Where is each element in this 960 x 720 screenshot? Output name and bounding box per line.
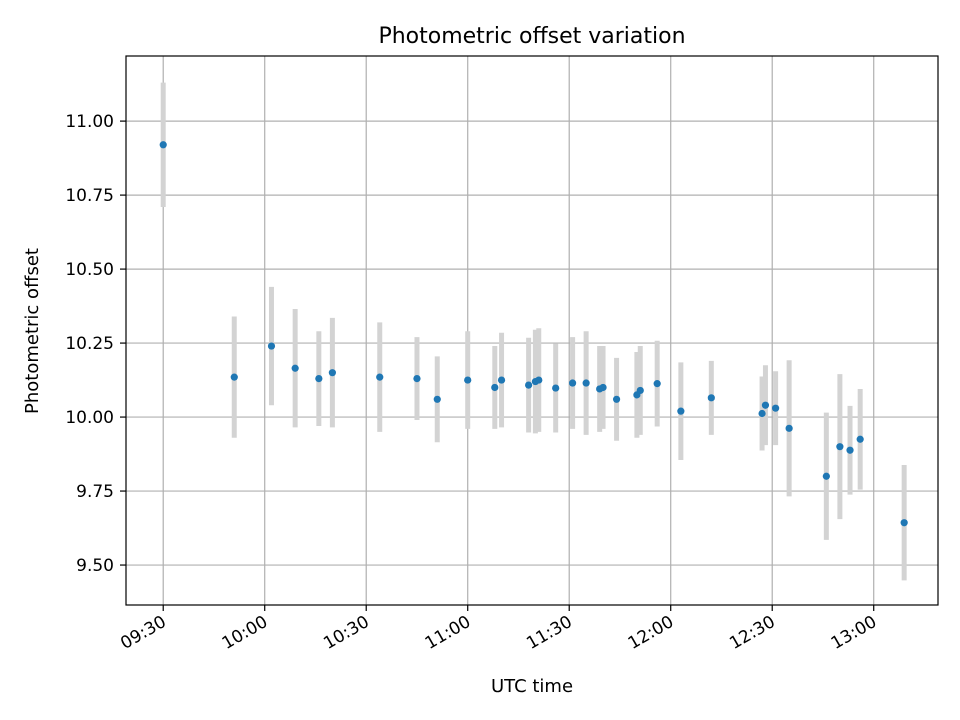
plot-frame: [125, 55, 939, 606]
data-point: [291, 364, 299, 372]
data-points: [159, 141, 908, 527]
data-point: [612, 395, 621, 403]
data-point: [267, 342, 276, 350]
y-tick-label: 10.75: [65, 186, 114, 206]
data-point: [413, 374, 421, 383]
y-tick-label: 10.25: [65, 334, 114, 354]
data-point: [328, 369, 336, 377]
data-point: [315, 374, 323, 383]
data-point: [582, 379, 590, 387]
data-point: [159, 141, 167, 149]
data-point: [569, 379, 577, 387]
y-tick-label: 11.00: [65, 112, 114, 132]
data-point: [433, 395, 441, 403]
data-point: [677, 407, 685, 415]
data-point: [491, 383, 499, 392]
data-point: [785, 424, 793, 432]
data-point: [497, 376, 506, 384]
data-point: [636, 386, 644, 395]
data-point: [758, 409, 766, 418]
y-tick-label: 10.50: [65, 260, 114, 280]
data-point: [900, 519, 908, 527]
data-point: [376, 373, 384, 381]
y-tick-label: 10.00: [65, 408, 114, 428]
x-axis-label: UTC time: [491, 676, 573, 697]
data-point: [822, 472, 830, 480]
data-point: [772, 404, 780, 412]
y-axis-label: Photometric offset: [22, 248, 43, 414]
data-point: [599, 383, 607, 392]
data-point: [653, 380, 661, 388]
data-point: [552, 384, 560, 392]
data-point: [230, 373, 238, 381]
y-tick-label: 9.75: [76, 482, 114, 502]
y-tick-label: 9.50: [76, 556, 114, 576]
data-point: [836, 443, 844, 451]
y-axis: 9.50 9.75 10.00 10.25 10.50 10.75 11.00: [65, 112, 126, 576]
data-point: [464, 376, 472, 384]
chart-title: Photometric offset variation: [378, 24, 685, 49]
data-point: [707, 394, 715, 402]
grid: [126, 56, 938, 605]
data-point: [846, 446, 854, 454]
data-point: [761, 401, 770, 409]
data-point: [535, 376, 543, 384]
data-point: [856, 435, 864, 443]
data-point: [525, 381, 533, 389]
